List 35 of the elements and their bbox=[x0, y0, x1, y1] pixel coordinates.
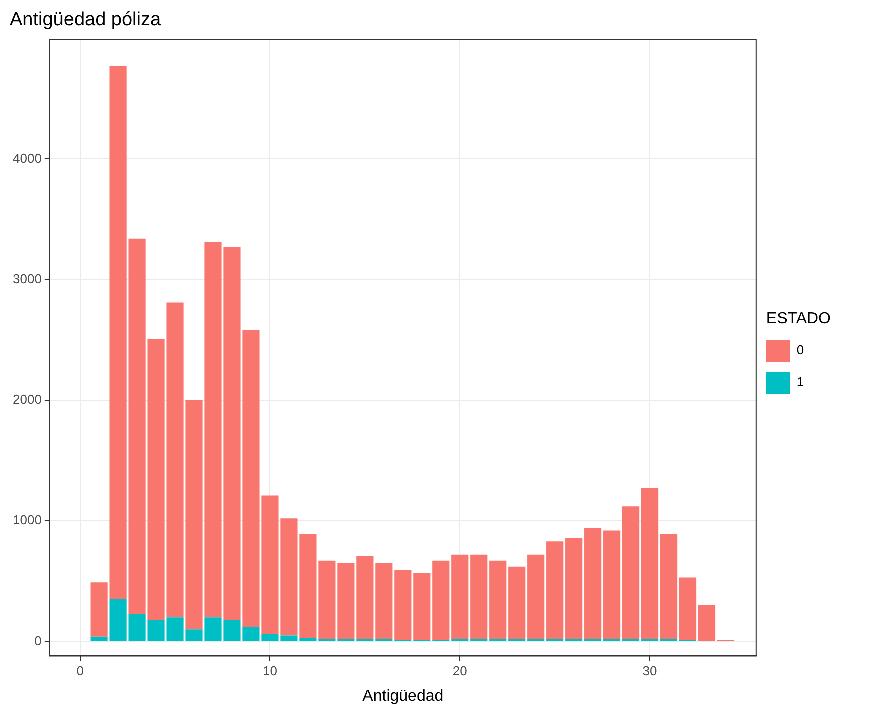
bar bbox=[642, 488, 659, 640]
bar bbox=[566, 538, 583, 640]
bar bbox=[679, 578, 697, 641]
chart-title: Antigüedad póliza bbox=[10, 10, 162, 31]
bar bbox=[604, 530, 621, 640]
bar bbox=[660, 534, 678, 640]
x-axis-title: Antigüedad bbox=[362, 688, 444, 705]
bar bbox=[356, 556, 374, 640]
x-tick-label: 10 bbox=[262, 664, 278, 679]
bar bbox=[414, 572, 431, 641]
bar bbox=[508, 566, 526, 640]
legend-title: ESTADO bbox=[766, 310, 832, 328]
bar bbox=[376, 563, 393, 640]
bar bbox=[528, 554, 545, 640]
x-tick-label: 0 bbox=[76, 664, 84, 679]
y-tick-label: 3000 bbox=[13, 271, 42, 286]
bar bbox=[318, 560, 336, 640]
bar bbox=[452, 554, 469, 640]
x-tick-label: 30 bbox=[642, 664, 658, 679]
y-tick-label: 4000 bbox=[13, 150, 42, 166]
y-tick-label: 0 bbox=[34, 633, 42, 648]
y-tick-label: 2000 bbox=[13, 392, 42, 408]
bar bbox=[546, 542, 564, 640]
bar bbox=[698, 606, 716, 642]
x-tick-label: 20 bbox=[452, 664, 468, 679]
bar bbox=[470, 554, 488, 640]
y-tick-label: 1000 bbox=[13, 512, 42, 528]
bar bbox=[490, 560, 507, 640]
legend-label: 1 bbox=[796, 374, 804, 390]
bar bbox=[338, 563, 355, 640]
legend-label: 0 bbox=[796, 342, 804, 358]
bar bbox=[584, 528, 602, 640]
bar bbox=[432, 560, 450, 641]
bar bbox=[622, 506, 640, 640]
bar bbox=[394, 570, 412, 641]
